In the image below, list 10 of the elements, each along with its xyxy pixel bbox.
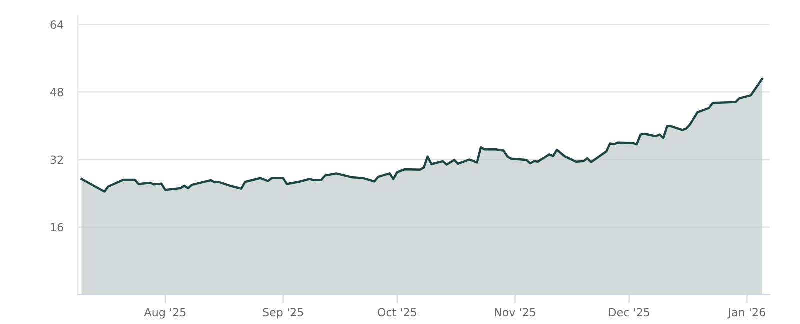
y-tick-label: 48 [50, 88, 64, 97]
x-tick-label: Aug '25 [144, 308, 186, 319]
y-tick-label: 16 [51, 223, 64, 232]
x-tick-label: Nov '25 [495, 308, 536, 317]
x-tick-label: Dec '25 [609, 308, 650, 317]
y-tick-label: 64 [50, 20, 64, 30]
x-tick-label: Oct '25 [378, 308, 416, 317]
x-tick-label: Jan '26 [728, 308, 766, 319]
y-tick-label: 32 [50, 156, 63, 164]
x-tick-label: Sep '25 [263, 308, 304, 319]
